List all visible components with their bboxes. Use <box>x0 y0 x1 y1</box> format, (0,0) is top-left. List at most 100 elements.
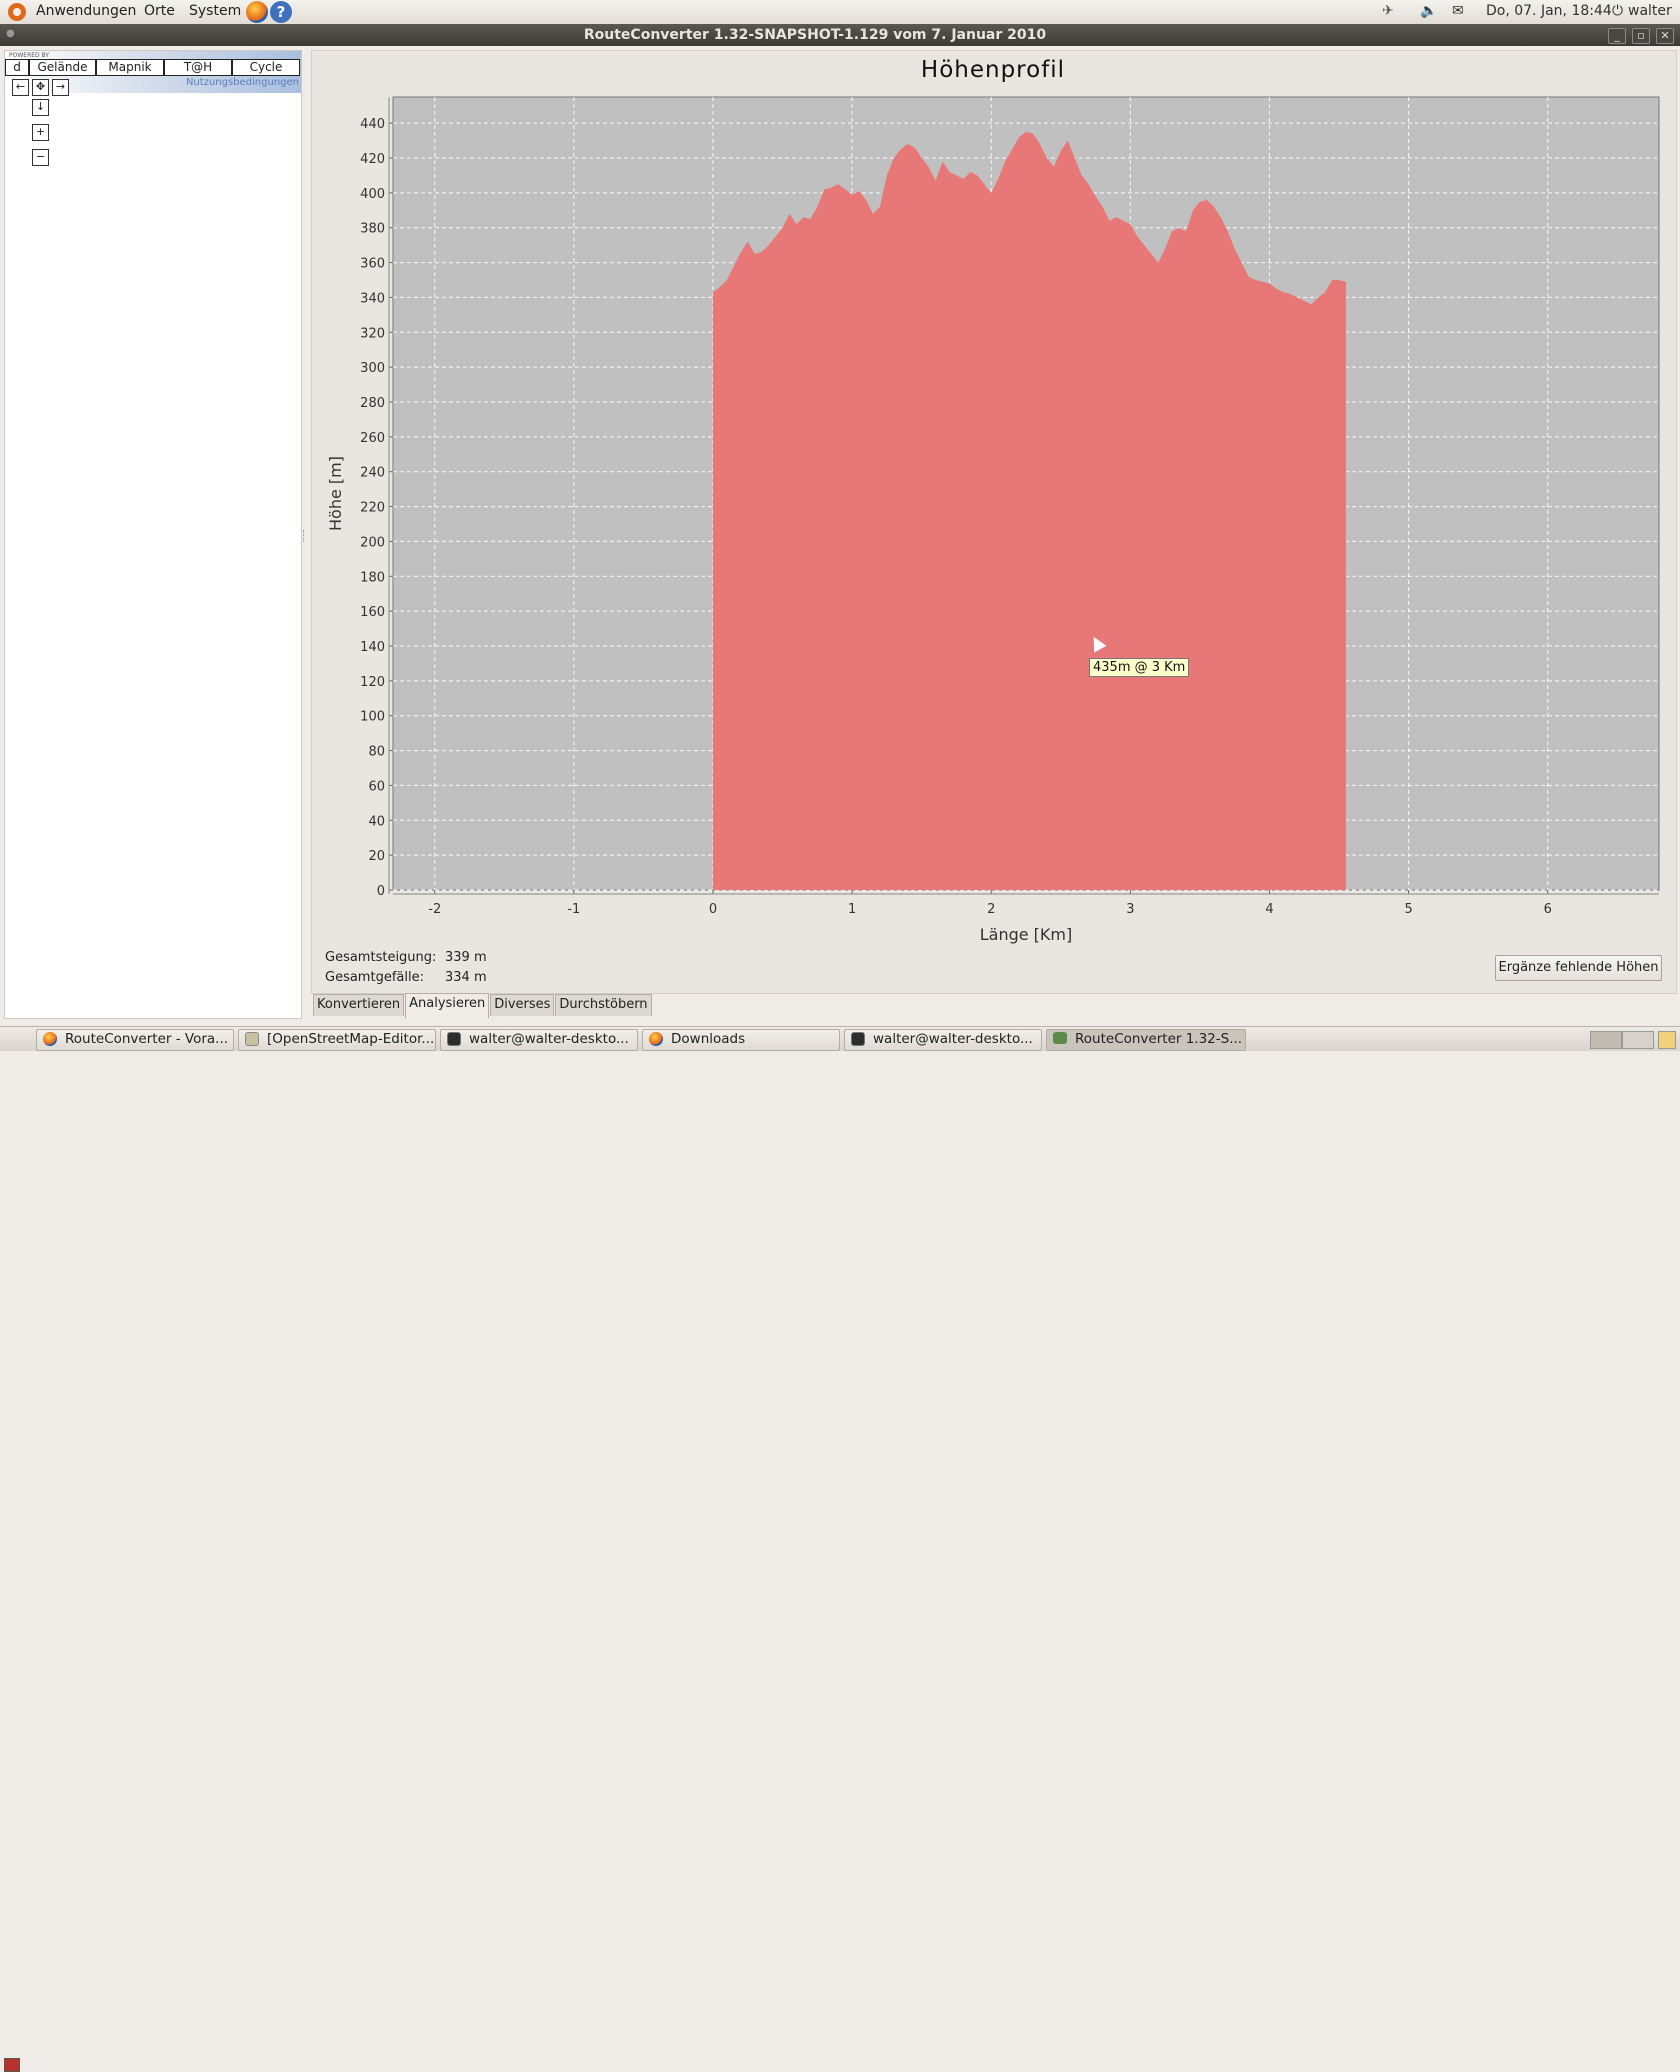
y-tick-label: 420 <box>360 152 385 167</box>
mail-icon[interactable]: ✉ <box>1452 3 1464 19</box>
x-tick-label: 2 <box>987 902 995 917</box>
ascent-label: Gesamtsteigung: <box>325 950 437 965</box>
y-tick-label: 60 <box>368 779 385 794</box>
pan-center-icon[interactable]: ✥ <box>32 79 49 96</box>
x-tick-label: 1 <box>848 902 856 917</box>
y-tick-label: 80 <box>368 745 385 760</box>
y-tick-label: 340 <box>360 291 385 306</box>
descent-value: 334 m <box>445 970 487 985</box>
firefox-icon <box>649 1032 663 1046</box>
zoom-out-icon[interactable]: − <box>32 149 49 166</box>
terminal-icon <box>447 1032 461 1046</box>
y-tick-label: 380 <box>360 222 385 237</box>
pan-down-icon[interactable]: ↓ <box>32 99 49 116</box>
y-tick-label: 140 <box>360 640 385 655</box>
taskbar: RouteConverter - Vora... [OpenStreetMap-… <box>0 1026 1680 2072</box>
map-tab-cycle[interactable]: Cycle <box>232 59 300 76</box>
descent-row: Gesamtgefälle: 334 m <box>325 970 487 985</box>
taskbar-item-osm-editor[interactable]: [OpenStreetMap-Editor... <box>238 1029 436 1051</box>
x-tick-label: -2 <box>428 902 441 917</box>
y-tick-label: 440 <box>360 117 385 132</box>
window-titlebar[interactable]: ● RouteConverter 1.32-SNAPSHOT-1.129 vom… <box>0 24 1680 46</box>
y-axis-label: Höhe [m] <box>326 456 345 531</box>
map-tab-tah[interactable]: T@H <box>164 59 232 76</box>
chart-tooltip: 435m @ 3 Km <box>1089 658 1190 677</box>
y-tick-label: 240 <box>360 466 385 481</box>
close-button[interactable]: ✕ <box>1656 28 1674 44</box>
power-icon[interactable]: ⏻ <box>1612 3 1624 19</box>
pan-left-icon[interactable]: ← <box>12 79 29 96</box>
terms-link[interactable]: Nutzungsbedingungen <box>185 77 299 88</box>
y-tick-label: 0 <box>377 884 385 899</box>
taskbar-item-routeconverter[interactable]: RouteConverter 1.32-S... <box>1046 1029 1246 1051</box>
tab-convert[interactable]: Konvertieren <box>313 994 405 1016</box>
menu-system[interactable]: System <box>189 3 242 19</box>
y-tick-label: 220 <box>360 501 385 516</box>
map-tab-partial[interactable]: d <box>5 59 29 76</box>
chart-title: Höhenprofil <box>920 57 1066 83</box>
maximize-button[interactable]: ▫ <box>1632 28 1650 44</box>
taskbar-item-terminal-1[interactable]: walter@walter-deskto... <box>440 1029 638 1051</box>
firefox-launcher-icon[interactable] <box>246 1 268 23</box>
x-tick-label: -1 <box>567 902 580 917</box>
editor-icon <box>245 1032 259 1046</box>
user-name[interactable]: walter <box>1628 3 1672 19</box>
map-tab-terrain[interactable]: Gelände <box>29 59 96 76</box>
workspace-switcher-icon-2[interactable] <box>1622 1031 1654 1049</box>
descent-label: Gesamtgefälle: <box>325 970 424 985</box>
elevation-area[interactable] <box>712 131 1346 890</box>
y-tick-label: 300 <box>360 361 385 376</box>
y-tick-label: 260 <box>360 431 385 446</box>
firefox-icon <box>43 1032 57 1046</box>
y-tick-label: 360 <box>360 257 385 272</box>
fill-missing-heights-button[interactable]: Ergänze fehlende Höhen <box>1495 955 1662 981</box>
splitter-handle[interactable] <box>303 530 307 542</box>
y-tick-label: 180 <box>360 570 385 585</box>
ascent-row: Gesamtsteigung: 339 m <box>325 950 487 965</box>
tab-misc[interactable]: Diverses <box>490 994 555 1016</box>
main-tabs: Konvertieren Analysieren Diverses Durchs… <box>313 993 653 1018</box>
y-tick-label: 20 <box>368 849 385 864</box>
window-title: RouteConverter 1.32-SNAPSHOT-1.129 vom 7… <box>583 27 1047 43</box>
taskbar-item-terminal-2[interactable]: walter@walter-deskto... <box>844 1029 1042 1051</box>
chart-axes: 0204060801001201401601802002202402602803… <box>360 97 1659 917</box>
taskbar-item-routeconverter-prev[interactable]: RouteConverter - Vora... <box>36 1029 234 1051</box>
workspace-switcher-icon[interactable] <box>1590 1031 1622 1049</box>
terminal-icon <box>851 1032 865 1046</box>
network-icon[interactable]: ✈ <box>1382 3 1394 19</box>
tab-browse[interactable]: Durchstöbern <box>555 994 652 1016</box>
help-icon[interactable]: ? <box>270 1 292 23</box>
menu-places[interactable]: Orte <box>144 3 175 19</box>
taskbar-item-downloads[interactable]: Downloads <box>642 1029 840 1051</box>
minimize-button[interactable]: _ <box>1608 28 1626 44</box>
top-panel: Anwendungen Orte System ? ✈ 🔈 ✉ Do, 07. … <box>0 0 1680 25</box>
ubuntu-logo-icon[interactable] <box>8 3 26 21</box>
y-tick-label: 280 <box>360 396 385 411</box>
x-tick-label: 6 <box>1544 902 1552 917</box>
y-tick-label: 160 <box>360 605 385 620</box>
map-tab-mapnik[interactable]: Mapnik <box>96 59 164 76</box>
ascent-value: 339 m <box>445 950 487 965</box>
window-menu-icon[interactable]: ● <box>6 28 15 39</box>
powered-by-label: POWERED BY <box>9 52 50 59</box>
elevation-chart[interactable]: 0204060801001201401601802002202402602803… <box>311 88 1675 948</box>
x-tick-label: 0 <box>709 902 717 917</box>
y-tick-label: 100 <box>360 710 385 725</box>
show-desktop-icon[interactable] <box>4 2058 20 2072</box>
y-tick-label: 40 <box>368 814 385 829</box>
menu-applications[interactable]: Anwendungen <box>36 3 137 19</box>
tab-analyze[interactable]: Analysieren <box>405 993 490 1018</box>
map-layer-tabs: d Gelände Mapnik T@H Cycle <box>5 59 300 76</box>
x-axis-label: Länge [Km] <box>980 925 1073 944</box>
pan-right-icon[interactable]: → <box>52 79 69 96</box>
map-panel[interactable]: POWERED BY d Gelände Mapnik T@H Cycle Nu… <box>4 50 302 1019</box>
zoom-in-icon[interactable]: + <box>32 124 49 141</box>
volume-icon[interactable]: 🔈 <box>1420 3 1438 19</box>
trash-icon[interactable] <box>1658 1031 1676 1049</box>
x-tick-label: 5 <box>1404 902 1412 917</box>
x-tick-label: 4 <box>1265 902 1273 917</box>
y-tick-label: 400 <box>360 187 385 202</box>
clock[interactable]: Do, 07. Jan, 18:44 <box>1486 3 1612 19</box>
y-tick-label: 120 <box>360 675 385 690</box>
y-tick-label: 320 <box>360 326 385 341</box>
